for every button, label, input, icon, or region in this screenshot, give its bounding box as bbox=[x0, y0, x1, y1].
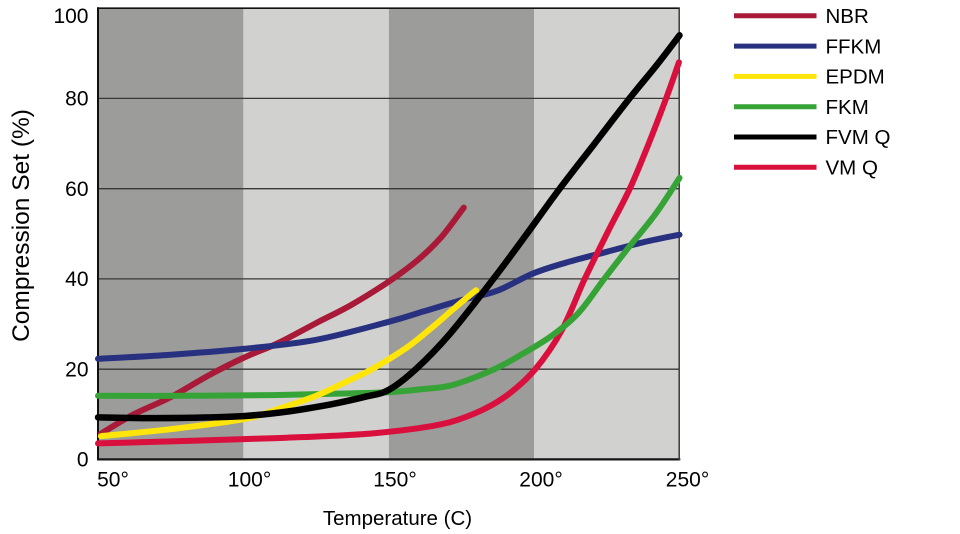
svg-text:40: 40 bbox=[65, 268, 88, 291]
svg-text:Temperature (C): Temperature (C) bbox=[323, 507, 472, 530]
svg-text:FVM Q: FVM Q bbox=[826, 126, 891, 149]
svg-text:20: 20 bbox=[65, 359, 88, 382]
svg-text:200°: 200° bbox=[519, 469, 562, 492]
svg-text:60: 60 bbox=[65, 178, 88, 201]
svg-text:80: 80 bbox=[65, 88, 88, 111]
svg-text:0: 0 bbox=[77, 449, 89, 472]
svg-text:EPDM: EPDM bbox=[826, 66, 885, 89]
svg-text:FKM: FKM bbox=[826, 96, 869, 119]
svg-text:250°: 250° bbox=[666, 469, 709, 492]
svg-text:NBR: NBR bbox=[826, 5, 869, 28]
svg-text:Compression Set (%): Compression Set (%) bbox=[8, 109, 35, 342]
svg-text:100°: 100° bbox=[228, 469, 271, 492]
svg-text:150°: 150° bbox=[373, 469, 416, 492]
svg-text:FFKM: FFKM bbox=[826, 35, 882, 58]
svg-text:VM Q: VM Q bbox=[826, 157, 878, 180]
svg-text:100: 100 bbox=[53, 5, 88, 28]
svg-text:50°: 50° bbox=[97, 469, 129, 492]
